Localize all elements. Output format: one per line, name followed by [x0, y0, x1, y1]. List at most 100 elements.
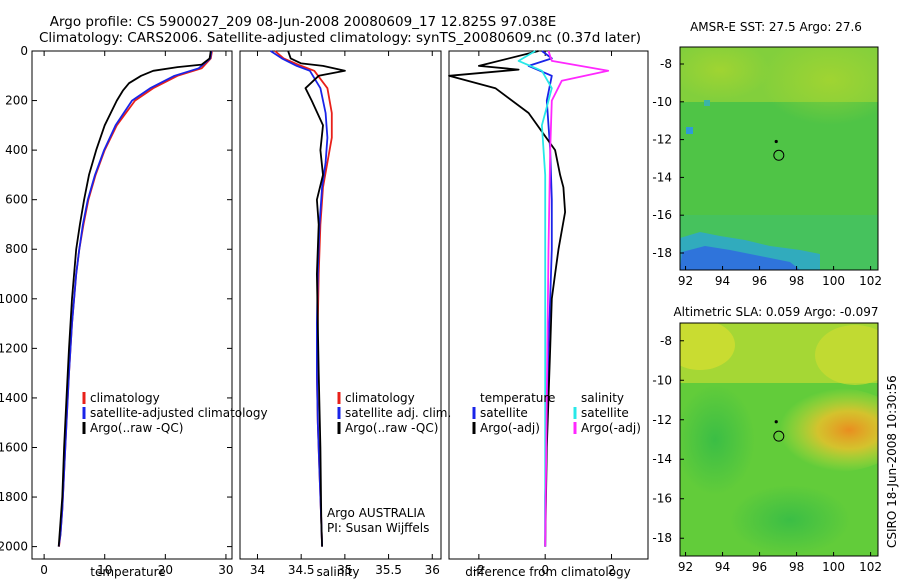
lon-tick-label: 100 — [822, 274, 845, 288]
sst-field — [680, 47, 878, 270]
salinity-axis-label: salinity — [316, 565, 359, 579]
temperature-legend: climatology satellite-adjusted climatolo… — [82, 391, 268, 435]
sla-argo-position-marker — [773, 430, 785, 442]
lon-tick-label: 102 — [859, 274, 882, 288]
difference-panel: -2 0 2 difference from climatology tempera… — [448, 50, 649, 579]
lat-tick-label: -12 — [652, 413, 672, 427]
lon-tick-label: 98 — [789, 274, 804, 288]
y-tick-label: 2000 — [0, 540, 28, 554]
sst-map-frame — [679, 46, 879, 271]
sla-map-title: Altimetric SLA: 0.059 Argo: -0.097 — [673, 305, 878, 319]
creation-credit: CSIRO 18-Jun-2008 10:30:56 — [885, 375, 899, 548]
series-line-satellite — [57, 50, 213, 547]
lat-tick-label: -14 — [652, 170, 672, 184]
x-tick-label: 2 — [608, 563, 616, 577]
sla-low-anomaly — [680, 385, 755, 495]
series-line-temperature-argo — [448, 50, 566, 547]
lat-tick-label: -18 — [652, 246, 672, 260]
sla-yellow-patch — [815, 325, 878, 385]
temperature-axis-ticks: 0 10 20 30 — [40, 51, 234, 577]
salinity-panel: 34 34.5 35 35.5 36 salinity climatology sate… — [239, 50, 451, 579]
lon-tick-label: 92 — [678, 560, 693, 574]
series-line-argo — [57, 50, 212, 547]
x-tick-label: 34.5 — [288, 563, 315, 577]
salinity-axis-ticks: 34 34.5 35 35.5 36 — [250, 51, 440, 577]
figure-title-line-2: Climatology: CARS2006. Satellite-adjuste… — [39, 30, 641, 46]
depth-axis-ticks: 0 200 400 600 800 1000 1200 1400 1600 1800 2000 — [0, 44, 232, 554]
sst-argo-position-marker — [773, 149, 785, 161]
float-pi-label: PI: Susan Wijffels — [327, 521, 429, 535]
legend-label-sal-satellite: satellite — [581, 406, 629, 420]
x-tick-label: 35 — [337, 563, 352, 577]
lon-tick-label: 96 — [752, 560, 767, 574]
sla-lat-ticks: -8 -10 -12 -14 -16 -18 — [652, 334, 684, 545]
lat-tick-label: -8 — [660, 57, 672, 71]
sst-map-title: AMSR-E SST: 27.5 Argo: 27.6 — [690, 20, 862, 34]
series-line-salinity-argo — [544, 50, 610, 547]
x-tick-label: 0 — [541, 563, 549, 577]
lat-tick-label: -10 — [652, 95, 672, 109]
lat-tick-label: -16 — [652, 208, 672, 222]
lon-tick-label: 102 — [859, 560, 882, 574]
x-tick-label: 34 — [250, 563, 265, 577]
series-line-salinity-satellite — [517, 50, 553, 547]
lat-tick-label: -18 — [652, 531, 672, 545]
x-tick-label: 0 — [40, 563, 48, 577]
x-tick-label: 35.5 — [375, 563, 402, 577]
sst-lat-ticks: -8 -10 -12 -14 -16 -18 — [652, 57, 684, 260]
salinity-plot-frame — [239, 50, 442, 560]
sst-lon-ticks: 92 94 96 98 100 102 — [678, 266, 882, 288]
legend-label-argo: Argo(..raw -QC) — [345, 421, 438, 435]
lat-tick-label: -14 — [652, 452, 672, 466]
x-tick-label: -2 — [473, 563, 485, 577]
temperature-panel: 0 200 400 600 800 1000 1200 1400 1600 1800 2000 0 1… — [0, 44, 268, 579]
lat-tick-label: -10 — [652, 373, 672, 387]
x-tick-label: 10 — [97, 563, 112, 577]
lon-tick-label: 92 — [678, 274, 693, 288]
figure-title-line-1: Argo profile: CS 5900027_209 08-Jun-2008… — [50, 14, 557, 30]
y-tick-label: 1400 — [0, 391, 28, 405]
lon-tick-label: 94 — [715, 274, 730, 288]
lon-tick-label: 94 — [715, 560, 730, 574]
legend-label-sal-argo: Argo(-adj) — [581, 421, 641, 435]
y-tick-label: 1600 — [0, 440, 28, 454]
sla-low-anomaly — [730, 485, 850, 555]
lat-tick-label: -16 — [652, 492, 672, 506]
difference-axis-label: difference from climatology — [465, 565, 631, 579]
sst-warm-patch — [760, 47, 878, 125]
lon-tick-label: 98 — [789, 560, 804, 574]
y-tick-label: 1200 — [0, 341, 28, 355]
legend-group-temperature: temperature — [480, 391, 555, 405]
sst-map-panel: AMSR-E SST: 27.5 Argo: 27.6 92 94 96 98 100 1… — [652, 20, 882, 288]
series-line-climatology — [58, 50, 213, 547]
difference-legend: temperature satellite Argo(-adj) salinit… — [472, 391, 641, 435]
sla-map-panel: Altimetric SLA: 0.059 Argo: -0.097 92 94 9… — [652, 305, 882, 574]
sla-lon-ticks: 92 94 96 98 100 102 — [678, 552, 882, 574]
temperature-axis-label: temperature — [90, 565, 165, 579]
lat-tick-label: -8 — [660, 334, 672, 348]
y-tick-label: 0 — [20, 44, 28, 58]
legend-label-argo: Argo(..raw -QC) — [90, 421, 183, 435]
sst-coldest-patch — [680, 246, 800, 270]
difference-profile-lines — [448, 50, 610, 547]
y-tick-label: 400 — [5, 143, 28, 157]
sla-previous-position-marker — [774, 420, 778, 424]
sst-previous-position-marker — [774, 139, 778, 144]
series-line-argo — [287, 50, 346, 547]
x-tick-label: 36 — [425, 563, 440, 577]
x-tick-label: 30 — [218, 563, 233, 577]
difference-axis-ticks: -2 0 2 — [473, 51, 615, 577]
legend-label-temp-argo: Argo(-adj) — [480, 421, 540, 435]
salinity-legend: climatology satellite adj. clim. Argo(..… — [337, 391, 451, 435]
sst-warm-patch — [680, 47, 770, 100]
sla-high-anomaly — [765, 388, 878, 472]
temperature-profile-lines — [57, 50, 213, 547]
y-tick-label: 600 — [5, 193, 28, 207]
sla-field — [680, 323, 878, 556]
legend-group-salinity: salinity — [581, 391, 624, 405]
float-program-label: Argo AUSTRALIA — [327, 506, 426, 520]
sla-yellow-patch — [680, 323, 735, 370]
series-line-satellite — [270, 50, 329, 547]
sst-cool-pixel — [704, 100, 710, 106]
